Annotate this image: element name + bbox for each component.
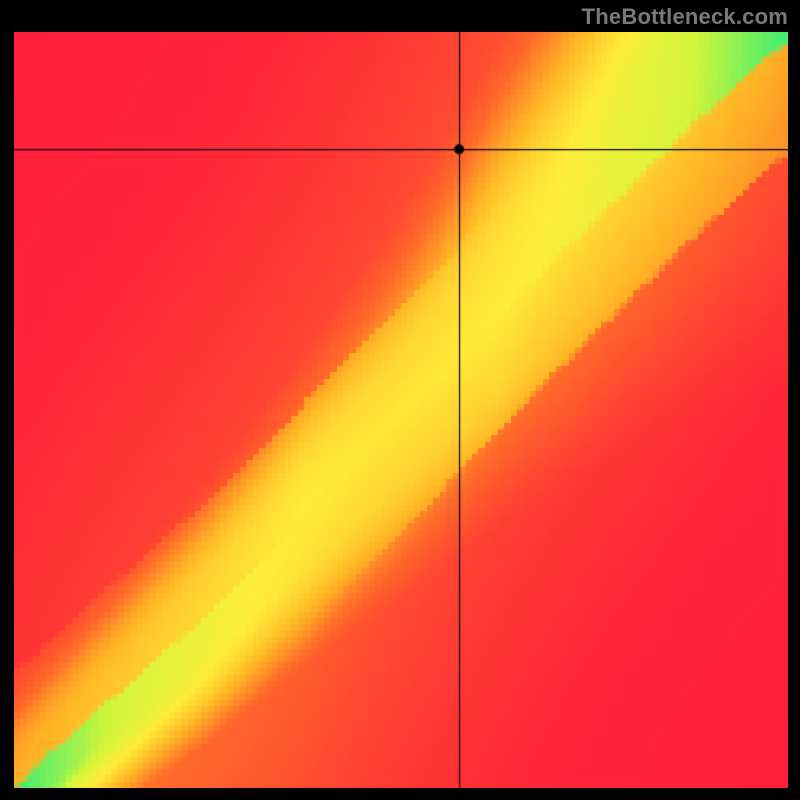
chart-container: TheBottleneck.com (0, 0, 800, 800)
heatmap-plot (14, 32, 788, 788)
watermark-text: TheBottleneck.com (582, 4, 788, 30)
